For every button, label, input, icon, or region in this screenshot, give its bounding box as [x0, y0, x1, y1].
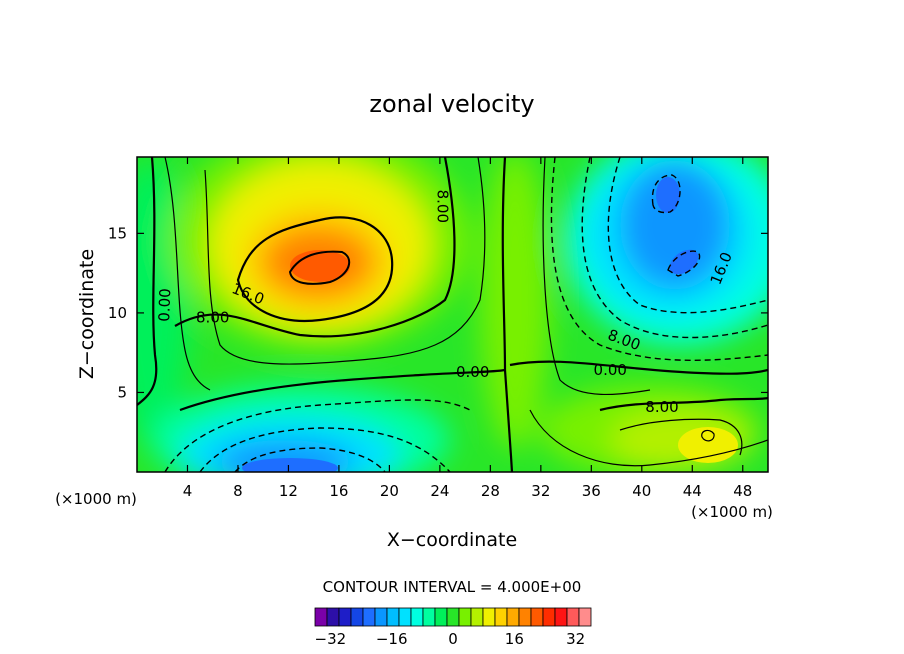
contour-line [164, 157, 211, 391]
contour-line [581, 157, 768, 339]
x-tick-label: 44 [683, 482, 702, 500]
plot-frame [136, 156, 769, 473]
y-axis-label: Z−coordinate [76, 249, 98, 379]
colorbar-swatch [374, 607, 388, 627]
colorbar-swatch [506, 607, 520, 627]
colorbar-swatch [422, 607, 436, 627]
contour-line [701, 429, 715, 442]
colorbar-swatch [566, 607, 580, 627]
x-axis: 4 8 12 16 20 24 28 32 36 40 44 48 [183, 157, 752, 500]
contour-line [667, 250, 701, 277]
chart-title: zonal velocity [369, 90, 534, 118]
colorbar-swatch [494, 607, 508, 627]
x-tick-label: 36 [582, 482, 601, 500]
field-upper-right-inner [620, 160, 730, 290]
colorbar-swatch [446, 607, 460, 627]
x-tick-label: 32 [531, 482, 550, 500]
contour-label: 0.00 [594, 361, 627, 379]
contour-line [234, 447, 386, 472]
contour-label: 8.00 [196, 309, 229, 327]
colorbar-tick-label: 0 [448, 630, 458, 648]
field-central-band [480, 157, 550, 450]
x-tick-label: 28 [481, 482, 500, 500]
colorbar-swatch [362, 607, 376, 627]
colorbar: −32 −16 0 16 32 [314, 607, 592, 648]
x-tick-label: 4 [183, 482, 193, 500]
contour-label: 0.00 [155, 288, 174, 322]
x-unit-left: (×1000 m) [55, 490, 137, 508]
colorbar-swatch [554, 607, 568, 627]
colorbar-swatch [386, 607, 400, 627]
field-upper-right-min-b [669, 249, 699, 275]
colorbar-swatch [398, 607, 412, 627]
contour-line [599, 396, 768, 412]
field-upper-right-min-a [656, 177, 680, 213]
contour-label: 8.00 [645, 398, 678, 416]
colorbar-swatch [458, 607, 472, 627]
contour-line [542, 157, 651, 395]
y-axis: 5 10 15 [108, 224, 768, 401]
colorbar-swatch [326, 607, 340, 627]
contour-label: 8.00 [433, 190, 451, 223]
contour-line [619, 418, 743, 456]
contour-line [137, 157, 158, 406]
contour-line [164, 399, 471, 472]
y-tick-label: 15 [108, 224, 127, 242]
y-tick-label: 5 [117, 383, 127, 401]
x-tick-label: 12 [279, 482, 298, 500]
colorbar-tick-label: −16 [376, 630, 408, 648]
colorbar-swatch [578, 607, 592, 627]
x-tick-label: 16 [329, 482, 348, 500]
colorbar-swatch [542, 607, 556, 627]
x-axis-label: X−coordinate [387, 529, 517, 551]
y-tick-label: 10 [108, 304, 127, 322]
colorbar-swatch [482, 607, 496, 627]
colorbar-tick-label: 16 [505, 630, 524, 648]
contour-interval: CONTOUR INTERVAL = 4.000E+00 [323, 578, 582, 596]
x-tick-label: 20 [380, 482, 399, 500]
colorbar-swatch [338, 607, 352, 627]
colorbar-swatch [470, 607, 484, 627]
colorbar-swatch [518, 607, 532, 627]
contour-line [607, 157, 768, 314]
colorbar-swatch [530, 607, 544, 627]
x-tick-label: 24 [430, 482, 449, 500]
colorbar-swatch [314, 607, 328, 627]
contour-line [199, 427, 451, 472]
contour-line [204, 157, 486, 365]
contour-line [288, 250, 351, 285]
contour-line [651, 174, 681, 214]
x-unit-right: (×1000 m) [691, 503, 773, 521]
field-lower-right-max [678, 427, 738, 463]
field-bottom-min [242, 458, 338, 472]
contour-line [529, 409, 768, 467]
colorbar-tick-label: 32 [566, 630, 585, 648]
colorbar-swatch [410, 607, 424, 627]
x-tick-label: 8 [233, 482, 243, 500]
contour-line [174, 157, 456, 338]
contour-line [509, 360, 768, 375]
contour-line [550, 157, 768, 362]
contour-label: 0.00 [456, 363, 489, 381]
x-tick-label: 40 [632, 482, 651, 500]
contour-line [236, 216, 394, 322]
colorbar-swatch [350, 607, 364, 627]
contour-lines [137, 157, 768, 472]
colorbar-swatch [434, 607, 448, 627]
contour-line [179, 368, 506, 412]
x-tick-label: 48 [733, 482, 752, 500]
contour-line [501, 157, 514, 472]
colorbar-tick-label: −32 [315, 630, 347, 648]
